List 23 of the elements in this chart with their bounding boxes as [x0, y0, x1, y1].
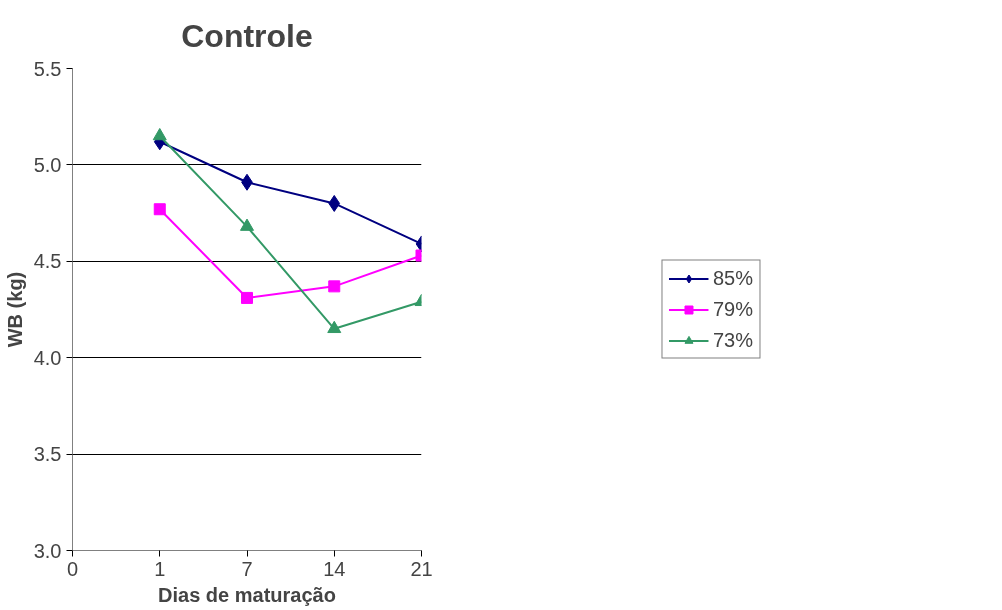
point [240, 218, 254, 231]
point [328, 280, 341, 293]
x-tick-label: 7 [241, 557, 253, 580]
legend-label: 85% [712, 266, 754, 290]
x-tick-label: 0 [66, 557, 79, 580]
x-tick-label: 1 [154, 557, 166, 580]
y-axis-title: WB (kg) [3, 271, 26, 348]
y-tick-label: 4.0 [33, 346, 62, 369]
y-tick-label: 3.0 [33, 539, 62, 562]
point [153, 203, 166, 216]
x-tick-label: 14 [323, 557, 346, 580]
point [327, 320, 342, 334]
point [241, 291, 253, 304]
point [328, 194, 341, 212]
legend-label: 79% [712, 297, 754, 321]
y-tick-label: 5.0 [33, 153, 62, 176]
legend-label: 73% [712, 328, 754, 352]
y-tick-label: 5.5 [33, 57, 62, 80]
chart-title: Controle [181, 17, 313, 54]
y-tick-label: 4.5 [33, 250, 62, 273]
x-tick-label: 21 [410, 557, 433, 580]
x-axis-title: Dias de maturação [158, 583, 336, 606]
y-tick-label: 3.5 [33, 443, 62, 466]
